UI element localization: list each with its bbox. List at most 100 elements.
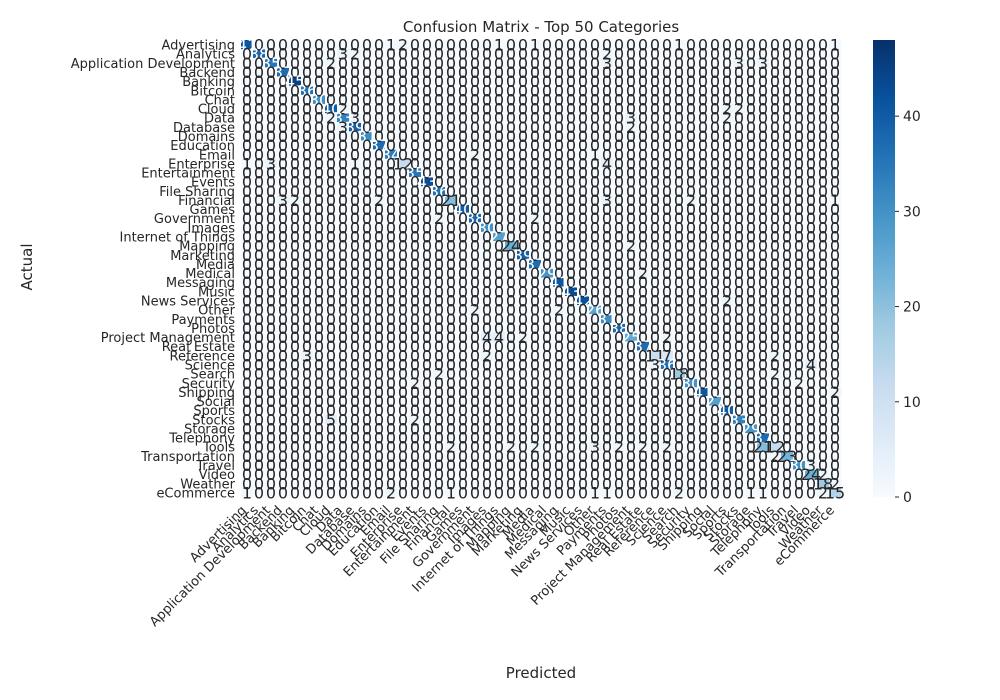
heatmap-cell bbox=[301, 204, 314, 215]
heatmap-cell bbox=[565, 433, 578, 443]
heatmap-cell bbox=[697, 396, 710, 406]
heatmap-cell bbox=[301, 222, 314, 233]
heatmap-cell bbox=[529, 268, 542, 279]
heatmap-cell bbox=[433, 295, 446, 306]
heatmap-cell bbox=[745, 305, 758, 315]
heatmap-cell bbox=[445, 49, 458, 59]
heatmap-cell bbox=[313, 195, 326, 205]
heatmap-cell bbox=[577, 460, 590, 470]
heatmap-cell bbox=[625, 122, 638, 132]
heatmap-cell bbox=[769, 332, 782, 343]
heatmap-cell bbox=[469, 433, 482, 443]
heatmap-cell bbox=[361, 149, 374, 160]
heatmap-cell bbox=[385, 469, 398, 480]
heatmap-cell bbox=[469, 268, 482, 279]
heatmap-cell bbox=[241, 469, 254, 480]
heatmap-cell bbox=[649, 277, 662, 288]
heatmap-cell bbox=[793, 341, 806, 352]
heatmap-cell bbox=[613, 314, 626, 324]
heatmap-cell bbox=[673, 332, 686, 343]
heatmap-cell bbox=[781, 350, 794, 361]
heatmap-cell bbox=[517, 122, 530, 132]
heatmap-cell bbox=[577, 186, 590, 196]
heatmap-cell bbox=[445, 250, 458, 260]
heatmap-cell bbox=[457, 423, 470, 434]
heatmap-cell bbox=[541, 460, 554, 470]
heatmap-cell bbox=[781, 122, 794, 132]
heatmap-cell bbox=[313, 396, 326, 406]
heatmap-cell bbox=[301, 341, 314, 352]
heatmap-cell bbox=[781, 140, 794, 151]
heatmap-cell bbox=[553, 204, 566, 215]
heatmap-cell bbox=[553, 103, 566, 114]
heatmap-cell bbox=[745, 451, 758, 461]
heatmap-cell bbox=[805, 286, 818, 297]
heatmap-cell bbox=[601, 332, 614, 343]
heatmap-cell bbox=[613, 414, 626, 425]
heatmap-cell bbox=[649, 359, 662, 370]
heatmap-cell bbox=[565, 131, 578, 141]
heatmap-cell bbox=[829, 314, 842, 324]
heatmap-cell bbox=[469, 177, 482, 187]
heatmap-cell bbox=[301, 405, 314, 416]
heatmap-cell bbox=[745, 94, 758, 105]
heatmap-cell bbox=[373, 85, 386, 96]
heatmap-cell bbox=[541, 433, 554, 443]
heatmap-cell bbox=[325, 231, 338, 242]
heatmap-cell bbox=[625, 433, 638, 443]
heatmap-cell bbox=[793, 314, 806, 324]
heatmap-cell bbox=[433, 158, 446, 169]
heatmap-cell bbox=[505, 85, 518, 96]
heatmap-cell bbox=[277, 259, 290, 269]
heatmap-cell bbox=[409, 414, 422, 425]
heatmap-cell bbox=[517, 58, 530, 68]
heatmap-cell bbox=[325, 378, 338, 388]
heatmap-cell bbox=[397, 369, 410, 379]
heatmap-cell bbox=[349, 250, 362, 260]
heatmap-cell bbox=[361, 213, 374, 224]
heatmap-cell bbox=[241, 113, 254, 123]
heatmap-cell bbox=[589, 387, 602, 397]
heatmap-cell bbox=[469, 460, 482, 470]
heatmap-cell bbox=[673, 149, 686, 160]
heatmap-cell bbox=[421, 423, 434, 434]
heatmap-cell bbox=[265, 314, 278, 324]
heatmap-cell bbox=[337, 122, 350, 132]
heatmap-cell bbox=[361, 295, 374, 306]
heatmap-cell bbox=[673, 76, 686, 87]
heatmap-cell bbox=[529, 186, 542, 196]
heatmap-cell bbox=[505, 241, 518, 251]
heatmap-cell bbox=[817, 423, 830, 434]
heatmap-cell bbox=[265, 341, 278, 352]
heatmap-cell bbox=[529, 433, 542, 443]
heatmap-cell bbox=[457, 122, 470, 132]
heatmap-cell bbox=[721, 259, 734, 269]
heatmap-cell bbox=[301, 149, 314, 160]
heatmap-cell bbox=[277, 231, 290, 242]
heatmap-cell bbox=[757, 167, 770, 178]
heatmap-cell bbox=[325, 85, 338, 96]
heatmap-cell bbox=[613, 49, 626, 59]
heatmap-cell bbox=[649, 305, 662, 315]
heatmap-cell bbox=[361, 469, 374, 480]
heatmap-cell bbox=[529, 423, 542, 434]
heatmap-cell bbox=[397, 167, 410, 178]
heatmap-cell bbox=[253, 177, 266, 187]
heatmap-cell bbox=[589, 113, 602, 123]
heatmap-cell bbox=[517, 277, 530, 288]
heatmap-cell bbox=[241, 286, 254, 297]
heatmap-cell bbox=[385, 113, 398, 123]
heatmap-cell bbox=[265, 268, 278, 279]
heatmap-cell bbox=[829, 103, 842, 114]
heatmap-cell bbox=[577, 76, 590, 87]
heatmap-cell bbox=[733, 76, 746, 87]
heatmap-cell bbox=[541, 323, 554, 333]
heatmap-cell bbox=[469, 186, 482, 196]
heatmap-cell bbox=[649, 350, 662, 361]
heatmap-cell bbox=[733, 186, 746, 196]
heatmap-cell bbox=[577, 277, 590, 288]
heatmap-cell bbox=[769, 67, 782, 77]
heatmap-cell bbox=[325, 369, 338, 379]
heatmap-cell bbox=[793, 76, 806, 87]
heatmap-cell bbox=[361, 268, 374, 279]
